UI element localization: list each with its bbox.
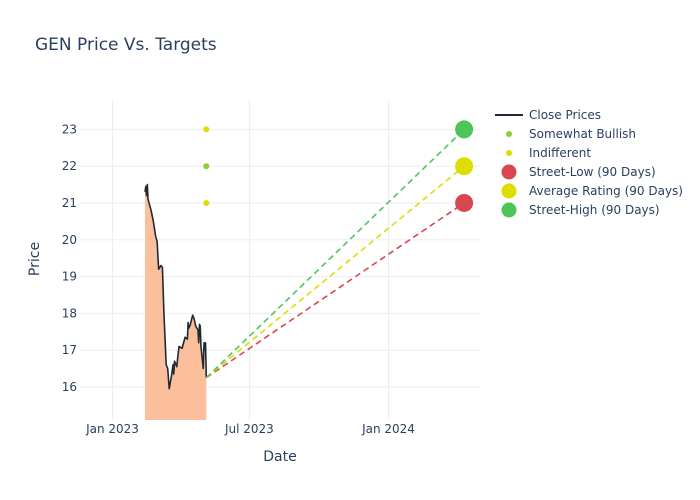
indifferent-dot [203,126,210,133]
legend-swatch-street-low [501,164,517,180]
y-tick-label: 21 [62,196,77,210]
close-price-line [144,183,208,390]
x-tick-label: Jul 2023 [224,422,274,436]
price-area-fill [145,184,207,420]
target-lines [205,128,465,379]
y-axis-title: Price [27,242,43,276]
x-tick-label: Jan 2023 [85,422,139,436]
y-tick-label: 22 [62,159,77,173]
average-rating-target-marker [455,157,474,176]
indifferent-dot [203,199,210,206]
y-tick-label: 23 [62,122,77,136]
price-area [145,184,207,420]
target-markers [455,120,474,212]
street-high-target-marker [455,120,474,139]
legend-swatch-somewhat-bullish [506,131,512,137]
legend-swatch-average-rating [501,183,517,199]
x-axis-title: Date [263,449,296,465]
legend-label-street-low: Street-Low (90 Days) [529,165,656,179]
y-tick-label: 20 [62,233,77,247]
legend-swatch-street-high [501,202,517,218]
y-axis-ticks: 16 17 18 19 20 21 22 23 [62,122,77,393]
legend-label-street-high: Street-High (90 Days) [529,203,660,217]
grid-lines [80,100,480,420]
legend-label-average-rating: Average Rating (90 Days) [529,184,683,198]
y-tick-label: 16 [62,380,77,394]
somewhat-bullish-dot [203,163,210,170]
y-tick-label: 18 [62,306,77,320]
y-tick-label: 17 [62,343,77,357]
rating-dots [203,126,210,206]
y-tick-label: 19 [62,270,77,284]
price-line-group [144,183,208,390]
legend-label-indifferent: Indifferent [529,146,591,160]
chart-title: GEN Price Vs. Targets [35,35,217,55]
street-low-target-marker [455,193,474,212]
legend-swatch-indifferent [506,150,512,156]
x-axis-ticks: Jan 2023 Jul 2023 Jan 2024 [85,422,415,436]
legend-label-somewhat-bullish: Somewhat Bullish [529,127,636,141]
legend: Close Prices Somewhat Bullish Indifferent S… [495,108,683,218]
legend-label-close-prices: Close Prices [529,108,601,122]
street-low-target-line [205,202,465,379]
x-tick-label: Jan 2024 [361,422,415,436]
average-rating-target-line [205,165,465,379]
